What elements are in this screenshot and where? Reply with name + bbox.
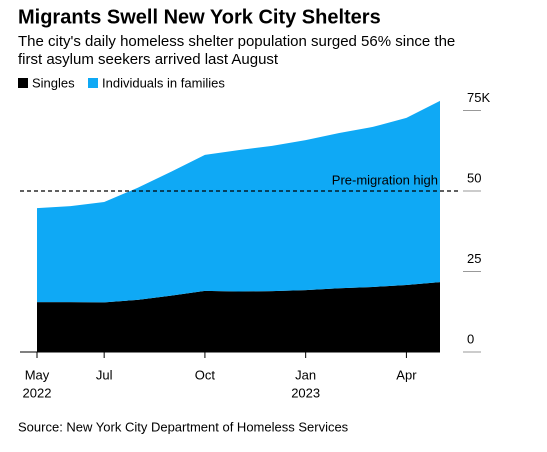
source: Source: New York City Department of Home… — [18, 419, 349, 434]
y-tick-label: 0 — [467, 331, 474, 346]
x-tick-label: Jan — [295, 367, 316, 382]
subtitle: first asylum seekers arrived last August — [18, 51, 279, 68]
x-tick-label: Jul — [96, 367, 113, 382]
legend-label: Individuals in families — [102, 75, 225, 90]
y-tick-label: 25 — [467, 251, 481, 266]
legend-label: Singles — [32, 75, 75, 90]
x-tick-label: Apr — [396, 367, 417, 382]
subtitle: The city's daily homeless shelter popula… — [18, 33, 455, 50]
y-tick-label: 75K — [467, 90, 490, 105]
x-tick-label: May — [25, 367, 50, 382]
x-year-label: 2022 — [23, 385, 52, 400]
x-year-label: 2023 — [291, 385, 320, 400]
area — [37, 282, 440, 352]
area — [37, 100, 440, 303]
chart-title: Migrants Swell New York City Shelters — [18, 6, 381, 28]
x-tick-label: Oct — [195, 367, 216, 382]
annotation-label: Pre-migration high — [332, 172, 438, 187]
y-tick-label: 50 — [467, 170, 481, 185]
legend-swatch — [18, 78, 28, 88]
legend-swatch — [88, 78, 98, 88]
